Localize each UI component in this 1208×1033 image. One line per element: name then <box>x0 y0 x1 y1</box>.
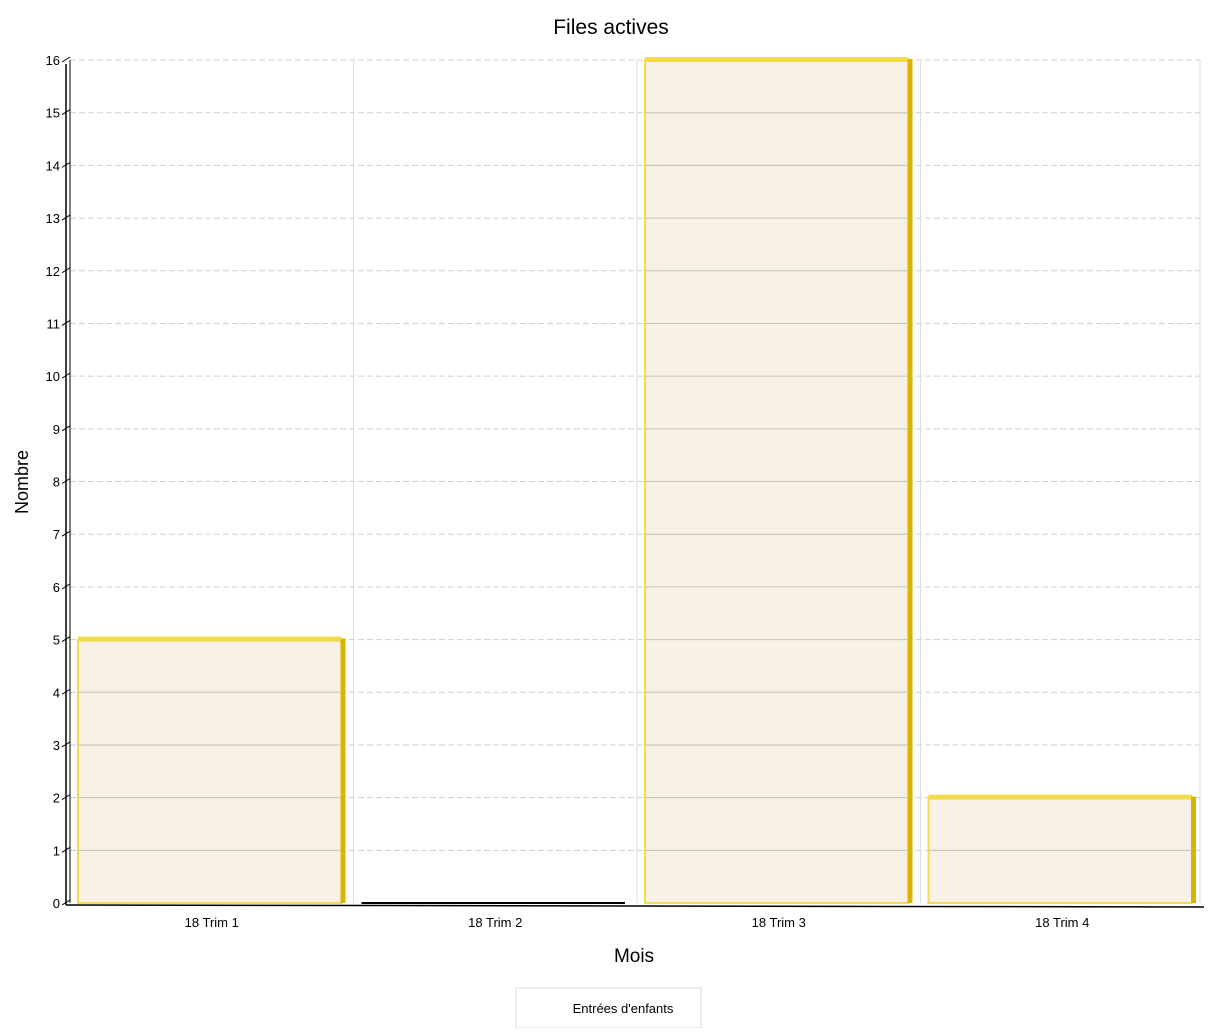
y-tick-label: 7 <box>53 527 60 542</box>
x-axis-label: Mois <box>614 946 654 967</box>
y-tick-label: 13 <box>46 211 60 226</box>
y-tick-label: 16 <box>46 53 60 68</box>
y-tick-label: 6 <box>53 580 60 595</box>
y-tick-label: 11 <box>47 316 61 331</box>
y-tick-label: 8 <box>53 475 60 490</box>
bar-top-face <box>78 636 342 642</box>
y-tick-mark <box>61 56 71 63</box>
axes <box>61 56 1205 908</box>
y-tick-label: 0 <box>53 896 60 911</box>
y-tick-mark <box>61 425 71 432</box>
bar-top-face <box>928 794 1192 800</box>
legend-box <box>515 987 702 1029</box>
bar-top-face <box>645 57 909 62</box>
bar-side-face <box>907 59 913 903</box>
y-tick-mark <box>61 530 71 537</box>
y-tick-mark <box>61 478 71 484</box>
x-tick-label: 18 Trim 1 <box>185 915 239 930</box>
y-tick-mark <box>61 899 71 906</box>
y-tick-mark <box>61 688 71 695</box>
x-axis-line <box>65 904 1205 908</box>
y-tick-mark <box>61 267 71 274</box>
y-tick-label: 1 <box>53 843 60 858</box>
y-tick-mark <box>61 583 71 590</box>
y-tick-mark <box>61 214 71 221</box>
bars <box>77 57 1196 904</box>
gridlines <box>70 59 1204 903</box>
y-tick-mark <box>61 109 71 116</box>
y-tick-mark <box>61 320 71 326</box>
legend: Entrées d'enfants <box>515 987 702 1029</box>
bar <box>77 638 343 904</box>
y-tick-label: 9 <box>53 422 60 437</box>
y-tick-label: 4 <box>53 685 60 700</box>
y-tick-mark <box>61 846 71 853</box>
y-axis-label: Nombre <box>12 450 32 514</box>
y-tick-label: 2 <box>53 791 60 806</box>
legend-label: Entrées d'enfants <box>573 1001 674 1016</box>
x-tick-label: 18 Trim 3 <box>752 915 806 930</box>
y-tick-label: 14 <box>46 158 60 173</box>
y-tick-label: 5 <box>53 633 60 648</box>
y-tick-mark <box>61 636 71 642</box>
y-tick-label: 10 <box>46 369 60 384</box>
bar-side-face <box>1191 796 1196 903</box>
y-tick-mark <box>61 794 71 801</box>
x-tick-label: 18 Trim 2 <box>468 915 522 930</box>
y-tick-mark <box>61 372 71 379</box>
y-tick-mark <box>61 741 71 748</box>
y-tick-label: 15 <box>46 106 60 121</box>
y-tick-label: 3 <box>53 738 60 753</box>
y-tick-mark <box>61 161 71 168</box>
x-tick-label: 18 Trim 4 <box>1035 915 1089 930</box>
bar-side-face <box>340 638 346 903</box>
y-tick-label: 12 <box>46 264 60 279</box>
chart-title: Files actives <box>553 16 669 39</box>
